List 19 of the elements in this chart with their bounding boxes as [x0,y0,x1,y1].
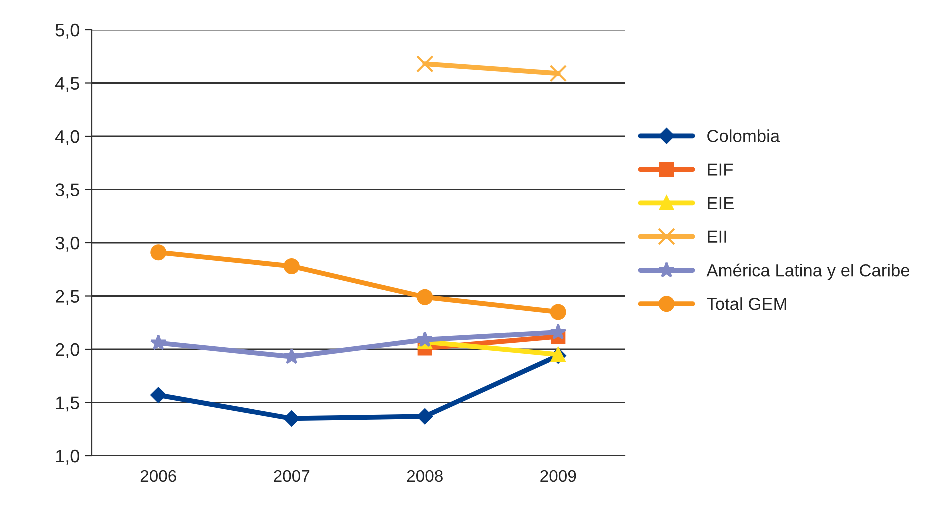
legend-label: América Latina y el Caribe [706,264,910,280]
y-tick-label: 2,0 [56,343,80,358]
x-tick-label: 2007 [274,470,310,482]
legend-label: Total GEM [707,298,786,310]
y-tick-label: 4,0 [56,130,80,146]
x-tick-label: 2008 [407,470,443,482]
legend-label: EIF [708,164,734,176]
y-tick-label: 5,0 [56,24,80,39]
legend-label: EII [708,230,726,243]
x-tick-label: 2009 [540,470,576,482]
legend-label: Colombia [708,130,780,142]
y-tick-label: 1,5 [56,396,80,412]
y-tick-label: 4,5 [56,77,80,92]
y-tick-label: 1,0 [56,450,80,465]
y-tick-label: 2,5 [56,290,80,306]
y-tick-label: 3,0 [56,236,80,252]
legend-label: EIE [708,197,734,210]
x-tick-label: 2006 [140,470,176,482]
y-tick-label: 3,5 [56,184,80,199]
